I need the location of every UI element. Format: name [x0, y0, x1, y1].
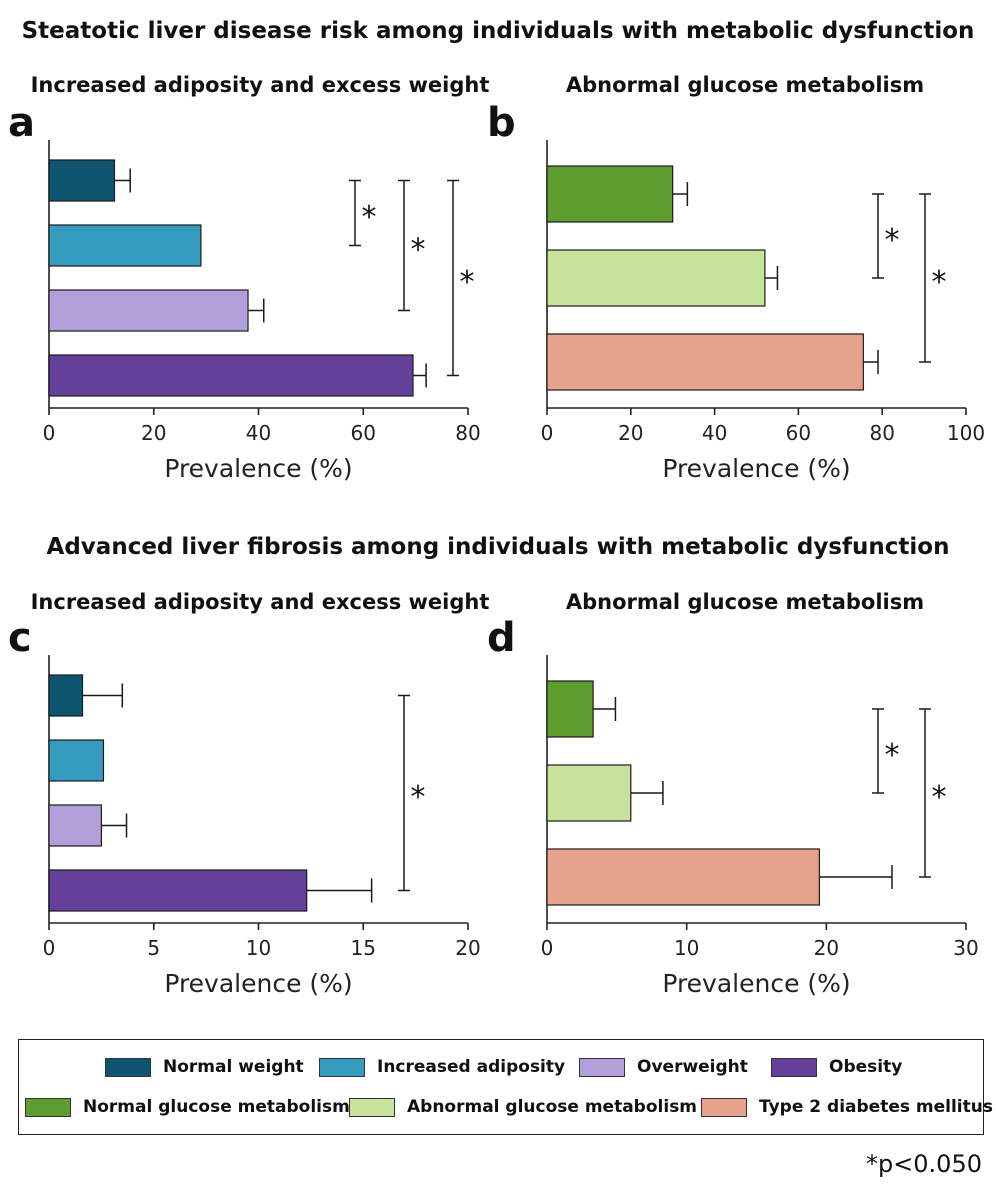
- bar: [48, 674, 84, 717]
- panel-d-title: Abnormal glucose metabolism: [565, 590, 925, 614]
- legend-label: Obesity: [829, 1057, 903, 1077]
- x-tick-label: 40: [702, 421, 727, 445]
- bar: [48, 869, 308, 912]
- legend-swatch: [25, 1097, 71, 1117]
- legend-item-overweight: Overweight: [579, 1057, 748, 1077]
- bar: [546, 333, 864, 391]
- bar: [48, 159, 116, 202]
- legend-swatch: [579, 1057, 625, 1077]
- x-axis-label: Prevalence (%): [662, 454, 850, 483]
- legend-swatch: [701, 1097, 747, 1117]
- legend-item-type2-diabetes: Type 2 diabetes mellitus: [701, 1097, 993, 1117]
- x-tick-label: 60: [786, 421, 811, 445]
- panel-c-letter: c: [8, 615, 32, 661]
- legend-swatch: [319, 1057, 365, 1077]
- significance-star: *: [460, 265, 475, 300]
- chart-panel-b: 0 20 40 60 80 100 Prevalence (%) * *: [541, 140, 985, 483]
- x-tick-label: 60: [351, 421, 376, 445]
- bottom-section-title: Advanced liver fibrosis among individual…: [46, 534, 950, 560]
- legend-item-abnormal-glucose: Abnormal glucose metabolism: [349, 1097, 697, 1117]
- legend-swatch: [105, 1057, 151, 1077]
- x-tick-label: 30: [953, 936, 978, 960]
- x-tick-label: 20: [814, 936, 839, 960]
- legend-swatch: [771, 1057, 817, 1077]
- bar: [48, 289, 249, 332]
- legend-item-obesity: Obesity: [771, 1057, 902, 1077]
- x-tick-label: 80: [869, 421, 894, 445]
- bar: [546, 680, 594, 738]
- bar: [546, 165, 674, 223]
- x-tick-label: 0: [43, 936, 56, 960]
- x-tick-label: 10: [246, 936, 271, 960]
- significance-star: *: [885, 738, 900, 773]
- legend-label: Normal weight: [163, 1057, 304, 1077]
- x-tick-label: 0: [43, 421, 56, 445]
- significance-star: *: [411, 780, 426, 815]
- panel-a-title: Increased adiposity and excess weight: [30, 73, 490, 97]
- top-section-title: Steatotic liver disease risk among indiv…: [21, 18, 975, 44]
- x-tick-label: 100: [947, 421, 985, 445]
- x-tick-label: 10: [674, 936, 699, 960]
- legend-item-increased-adiposity: Increased adiposity: [319, 1057, 565, 1077]
- significance-star: *: [885, 223, 900, 258]
- panel-a-letter: a: [8, 100, 35, 146]
- x-axis-label: Prevalence (%): [164, 969, 352, 998]
- significance-star: *: [932, 265, 947, 300]
- x-tick-label: 0: [541, 421, 554, 445]
- legend-label: Increased adiposity: [377, 1057, 566, 1077]
- chart-panel-a: 0 20 40 60 80 Prevalence (%) * * *: [43, 140, 481, 483]
- legend-label: Abnormal glucose metabolism: [407, 1097, 698, 1117]
- legend-item-normal-weight: Normal weight: [105, 1057, 304, 1077]
- bar: [546, 249, 766, 307]
- significance-star: *: [932, 780, 947, 815]
- bar: [48, 739, 105, 782]
- panel-d-letter: d: [487, 615, 516, 661]
- significance-footnote: *p<0.050: [865, 1150, 982, 1178]
- x-axis-label: Prevalence (%): [662, 969, 850, 998]
- bar: [546, 848, 820, 906]
- legend-swatch: [349, 1097, 395, 1117]
- x-tick-label: 40: [246, 421, 271, 445]
- bar: [546, 764, 632, 822]
- x-tick-label: 20: [455, 936, 480, 960]
- chart-panel-c: 0 5 10 15 20 Prevalence (%) *: [43, 655, 481, 998]
- panel-b-title: Abnormal glucose metabolism: [565, 73, 925, 97]
- bar: [48, 224, 202, 267]
- significance-star: *: [411, 233, 426, 268]
- panel-c-title: Increased adiposity and excess weight: [30, 590, 490, 614]
- legend-label: Normal glucose metabolism: [83, 1097, 350, 1117]
- x-tick-label: 0: [541, 936, 554, 960]
- bar: [48, 354, 414, 397]
- legend: Normal weight Increased adiposity Overwe…: [18, 1039, 993, 1135]
- chart-panel-d: 0 10 20 30 Prevalence (%) * *: [541, 655, 979, 998]
- x-tick-label: 80: [455, 421, 480, 445]
- x-tick-label: 15: [351, 936, 376, 960]
- x-tick-label: 20: [141, 421, 166, 445]
- x-tick-label: 20: [618, 421, 643, 445]
- x-tick-label: 5: [147, 936, 160, 960]
- legend-item-normal-glucose: Normal glucose metabolism: [25, 1097, 350, 1117]
- panel-b-letter: b: [487, 100, 516, 146]
- significance-star: *: [362, 200, 377, 235]
- bar: [48, 804, 102, 847]
- legend-label: Overweight: [637, 1057, 748, 1077]
- legend-label: Type 2 diabetes mellitus: [759, 1097, 993, 1117]
- x-axis-label: Prevalence (%): [164, 454, 352, 483]
